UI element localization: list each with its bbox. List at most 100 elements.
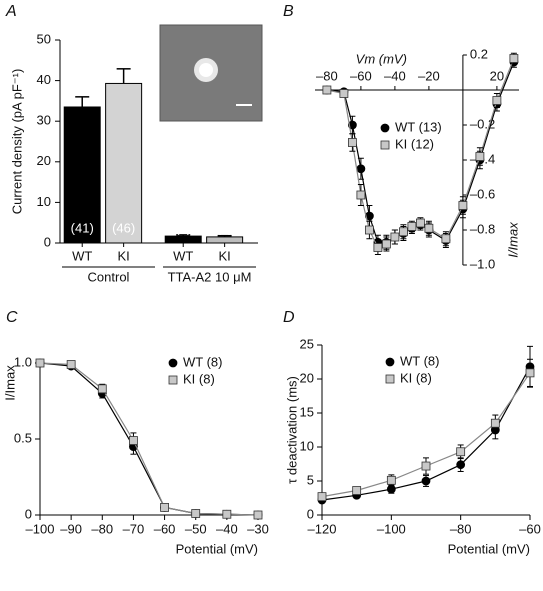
x-tick-label: –80: [450, 521, 472, 536]
bar: [105, 82, 143, 244]
y-tick-label: 0.2: [470, 46, 488, 61]
marker: [525, 368, 535, 378]
legend-marker: [380, 140, 390, 150]
marker: [222, 509, 232, 519]
x-tick-label: KI: [218, 248, 230, 263]
y-tick-label: 30: [37, 113, 51, 128]
marker: [492, 96, 502, 105]
group-label: Control: [88, 269, 130, 284]
marker: [509, 54, 519, 63]
marker: [386, 475, 396, 485]
legend-marker: [385, 374, 395, 384]
x-tick-label: –100: [377, 521, 406, 536]
x-axis-label: Potential (mV): [176, 541, 258, 556]
marker: [421, 476, 431, 486]
fit-line: [39, 362, 259, 516]
micrograph-inset: [159, 24, 263, 122]
marker: [490, 418, 500, 428]
y-axis-label: I/Imax: [505, 222, 520, 258]
x-tick-label: –70: [123, 521, 145, 536]
marker: [424, 223, 434, 233]
y-axis-label: I/Imax: [2, 365, 17, 401]
x-tick-label: –40: [384, 68, 406, 83]
marker: [441, 234, 451, 244]
y-tick-label: 50: [37, 31, 51, 46]
marker: [386, 484, 396, 494]
marker: [364, 225, 374, 235]
marker: [390, 232, 400, 242]
panel-letter: B: [283, 3, 294, 20]
x-axis-label: Potential (mV): [448, 541, 530, 556]
legend-label: WT (8): [400, 353, 439, 368]
x-tick-label: –30: [247, 521, 269, 536]
x-tick-label: –60: [350, 68, 372, 83]
marker: [347, 120, 357, 130]
marker: [456, 460, 466, 470]
y-tick-label: 0: [44, 234, 51, 249]
marker: [356, 190, 366, 200]
marker: [421, 461, 431, 471]
x-axis-label: Vm (mV): [356, 51, 407, 66]
x-tick-label: –20: [418, 68, 440, 83]
marker: [317, 492, 327, 502]
legend-label: KI (12): [395, 136, 434, 151]
y-tick-label: –0.8: [470, 221, 495, 236]
legend-label: KI (8): [183, 371, 215, 386]
marker: [35, 358, 45, 368]
y-tick-label: 15: [300, 404, 314, 419]
marker: [160, 502, 169, 512]
marker: [322, 85, 332, 95]
x-tick-label: –80: [91, 521, 113, 536]
marker: [66, 360, 76, 369]
panel-letter: C: [6, 309, 18, 326]
legend-label: WT (8): [183, 354, 222, 369]
x-tick-label: –120: [308, 521, 337, 536]
x-tick-label: –50: [185, 521, 207, 536]
y-tick-label: 25: [300, 336, 314, 351]
y-tick-label: 20: [300, 370, 314, 385]
cell-center: [199, 63, 213, 77]
y-axis-label: τ deactivation (ms): [284, 376, 299, 484]
marker: [373, 243, 383, 252]
y-tick-label: 40: [37, 72, 51, 87]
n-label: (6): [175, 220, 191, 235]
group-label: TTA-A2 10 μM: [168, 269, 252, 284]
x-tick-label: –90: [60, 521, 82, 536]
marker: [475, 152, 485, 161]
x-tick-label: KI: [117, 248, 129, 263]
y-tick-label: 0.5: [14, 430, 32, 445]
y-tick-label: 10: [300, 438, 314, 453]
marker: [381, 239, 391, 249]
marker: [456, 447, 466, 457]
y-tick-label: 0: [25, 506, 32, 521]
n-label: (46): [112, 220, 135, 235]
n-label: (7): [217, 220, 233, 235]
y-tick-label: 0: [307, 506, 314, 521]
marker: [398, 227, 408, 237]
y-tick-label: 1.0: [14, 354, 32, 369]
marker: [129, 436, 138, 445]
fit-line: [39, 362, 259, 516]
x-tick-label: –100: [26, 521, 55, 536]
x-tick-label: 20: [490, 68, 504, 83]
x-tick-label: WT: [72, 248, 92, 263]
panel-letter: A: [5, 3, 17, 20]
y-tick-label: –1.0: [470, 256, 495, 271]
marker: [339, 89, 349, 98]
legend-marker: [168, 358, 178, 368]
marker: [347, 138, 357, 147]
x-tick-label: WT: [173, 248, 193, 263]
marker: [191, 509, 201, 518]
y-tick-label: 10: [37, 194, 51, 209]
legend-label: WT (13): [395, 119, 442, 134]
y-axis-label: Current density (pA pF⁻¹): [9, 69, 24, 215]
y-tick-label: 5: [307, 472, 314, 487]
marker: [415, 218, 425, 228]
bar: [206, 236, 244, 244]
marker: [97, 384, 107, 394]
panel-letter: D: [283, 309, 295, 326]
marker: [253, 510, 263, 520]
n-label: (41): [71, 220, 94, 235]
bar: [164, 235, 202, 244]
